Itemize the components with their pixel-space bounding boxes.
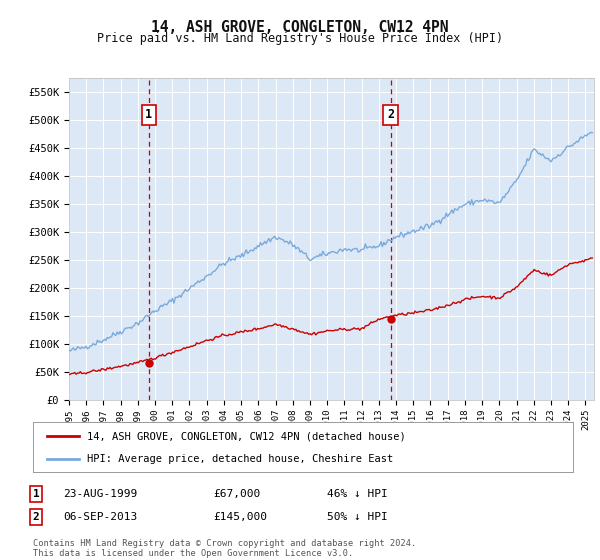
Text: 50% ↓ HPI: 50% ↓ HPI <box>327 512 388 522</box>
Text: 23-AUG-1999: 23-AUG-1999 <box>63 489 137 499</box>
Text: 46% ↓ HPI: 46% ↓ HPI <box>327 489 388 499</box>
Text: HPI: Average price, detached house, Cheshire East: HPI: Average price, detached house, Ches… <box>87 454 393 464</box>
Text: 14, ASH GROVE, CONGLETON, CW12 4PN: 14, ASH GROVE, CONGLETON, CW12 4PN <box>151 20 449 35</box>
Text: Contains HM Land Registry data © Crown copyright and database right 2024.
This d: Contains HM Land Registry data © Crown c… <box>33 539 416 558</box>
Text: 14, ASH GROVE, CONGLETON, CW12 4PN (detached house): 14, ASH GROVE, CONGLETON, CW12 4PN (deta… <box>87 431 406 441</box>
Text: 06-SEP-2013: 06-SEP-2013 <box>63 512 137 522</box>
Text: 2: 2 <box>32 512 40 522</box>
Text: 1: 1 <box>32 489 40 499</box>
Text: £145,000: £145,000 <box>213 512 267 522</box>
Text: Price paid vs. HM Land Registry's House Price Index (HPI): Price paid vs. HM Land Registry's House … <box>97 32 503 45</box>
Text: £67,000: £67,000 <box>213 489 260 499</box>
Text: 2: 2 <box>387 108 394 122</box>
Text: 1: 1 <box>145 108 152 122</box>
